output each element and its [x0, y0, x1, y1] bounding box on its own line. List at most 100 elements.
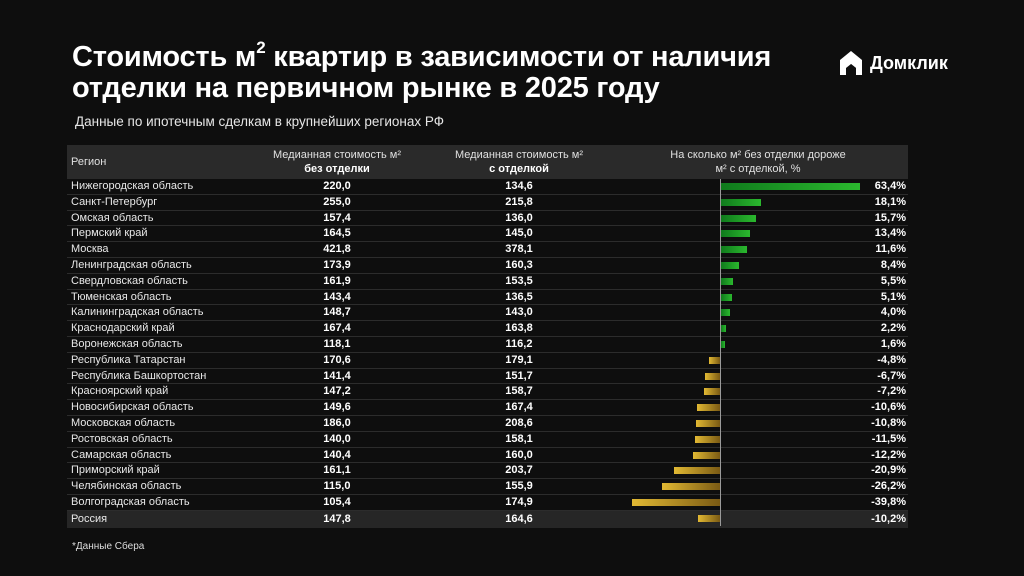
positive-bar [721, 261, 740, 269]
footnote: *Данные Сбера [72, 541, 145, 552]
price-no-finish: 141,4 [323, 369, 351, 382]
region-name: Пермский край [71, 227, 148, 240]
price-no-finish: 255,0 [323, 195, 351, 208]
difference-pct-label: 4,0% [880, 306, 906, 319]
positive-bar [721, 230, 751, 238]
price-no-finish: 148,7 [323, 306, 351, 319]
price-no-finish: 140,4 [323, 448, 351, 461]
price-no-finish: 161,9 [323, 274, 351, 287]
difference-pct-label: -26,2% [871, 480, 906, 493]
difference-pct-label: -39,8% [871, 495, 906, 508]
zero-axis-line [720, 179, 721, 526]
difference-pct-label: -7,2% [877, 385, 906, 398]
price-no-finish: 147,2 [323, 385, 351, 398]
negative-bar [709, 356, 720, 364]
region-name: Ленинградская область [71, 258, 192, 271]
difference-pct-label: 18,1% [874, 195, 906, 208]
price-no-finish: 167,4 [323, 322, 351, 335]
price-with-finish: 203,7 [505, 464, 533, 477]
negative-bar [632, 498, 720, 506]
region-name: Приморский край [71, 464, 160, 477]
price-with-finish: 143,0 [505, 306, 533, 319]
table-row: Свердловская область 161,9 153,5 5,5% [67, 274, 908, 290]
price-no-finish: 147,8 [323, 512, 351, 525]
table-row: Воронежская область 118,1 116,2 1,6% [67, 337, 908, 353]
difference-pct-label: -10,2% [871, 512, 906, 525]
table-row: Республика Башкортостан 141,4 151,7 -6,7% [67, 369, 908, 385]
price-no-finish: 186,0 [323, 416, 351, 429]
price-with-finish: 151,7 [505, 369, 533, 382]
difference-pct-label: -11,5% [871, 432, 906, 445]
difference-pct-label: -4,8% [877, 353, 906, 366]
table-row: Омская область 157,4 136,0 15,7% [67, 211, 908, 227]
data-table: Регион Медианная стоимость м² без отделки… [67, 145, 908, 528]
logo-text: Домклик [870, 52, 948, 73]
difference-pct-label: 2,2% [880, 322, 906, 335]
positive-bar [721, 309, 730, 317]
region-name: Волгоградская область [71, 495, 190, 508]
region-name: Тюменская область [71, 290, 172, 303]
price-with-finish: 134,6 [505, 180, 533, 192]
table-row: Краснодарский край 167,4 163,8 2,2% [67, 321, 908, 337]
difference-pct-label: -10,6% [871, 401, 906, 414]
table-row: Санкт-Петербург 255,0 215,8 18,1% [67, 195, 908, 211]
table-header: Регион Медианная стоимость м² без отделки… [67, 145, 908, 179]
positive-bar [721, 325, 726, 333]
header-price-no-finish: Медианная стоимость м² без отделки [272, 149, 402, 175]
negative-bar [705, 372, 720, 380]
region-name: Республика Татарстан [71, 353, 186, 366]
difference-pct-label: -12,2% [871, 448, 906, 461]
price-with-finish: 160,0 [505, 448, 533, 461]
price-no-finish: 170,6 [323, 353, 351, 366]
price-with-finish: 174,9 [505, 495, 533, 508]
table-body: Нижегородская область 220,0 134,6 63,4% Санк… [67, 179, 908, 528]
region-name: Самарская область [71, 448, 172, 461]
difference-pct-label: 1,6% [880, 337, 906, 350]
table-row: Челябинская область 115,0 155,9 -26,2% [67, 479, 908, 495]
difference-pct-label: -6,7% [877, 369, 906, 382]
price-no-finish: 157,4 [323, 211, 351, 224]
price-no-finish: 115,0 [323, 480, 351, 493]
region-name: Москва [71, 243, 109, 256]
price-with-finish: 163,8 [505, 322, 533, 335]
negative-bar [704, 388, 720, 396]
table-row: Приморский край 161,1 203,7 -20,9% [67, 463, 908, 480]
region-name: Республика Башкортостан [71, 369, 207, 382]
region-name: Нижегородская область [71, 180, 194, 192]
table-row: Калининградская область 148,7 143,0 4,0% [67, 305, 908, 322]
region-name: Новосибирская область [71, 401, 194, 414]
chart-subtitle: Данные по ипотечным сделкам в крупнейших… [75, 114, 444, 129]
region-name: Ростовская область [71, 432, 173, 445]
table-row: Ростовская область 140,0 158,1 -11,5% [67, 432, 908, 448]
price-with-finish: 145,0 [505, 227, 533, 240]
price-no-finish: 161,1 [323, 464, 351, 477]
table-row: Ленинградская область 173,9 160,3 8,4% [67, 258, 908, 274]
positive-bar [721, 277, 734, 285]
total-row: Россия 147,8 164,6 -10,2% [67, 510, 908, 528]
price-with-finish: 155,9 [505, 480, 533, 493]
region-name: Санкт-Петербург [71, 195, 158, 208]
price-no-finish: 140,0 [323, 432, 351, 445]
table-row: Красноярский край 147,2 158,7 -7,2% [67, 384, 908, 401]
header-price-with-finish: Медианная стоимость м² с отделкой [454, 149, 584, 175]
price-no-finish: 421,8 [323, 243, 351, 256]
region-name: Московская область [71, 416, 176, 429]
difference-pct-label: -20,9% [871, 464, 906, 477]
difference-pct-label: 5,1% [880, 290, 906, 303]
price-with-finish: 179,1 [505, 353, 533, 366]
table-row: Москва 421,8 378,1 11,6% [67, 242, 908, 258]
positive-bar [721, 198, 761, 206]
negative-bar [693, 451, 720, 459]
region-name: Омская область [71, 211, 154, 224]
difference-pct-label: -10,8% [871, 416, 906, 429]
negative-bar [662, 483, 720, 491]
negative-bar [696, 419, 720, 427]
header-region: Регион [71, 156, 107, 168]
header-difference-pct: На сколько м² без отделки дороже м² с отд… [670, 149, 846, 175]
price-with-finish: 153,5 [505, 274, 533, 287]
table-row: Новосибирская область 149,6 167,4 -10,6% [67, 400, 908, 416]
difference-pct-label: 5,5% [880, 274, 906, 287]
region-name: Россия [71, 512, 108, 525]
price-no-finish: 118,1 [323, 337, 351, 350]
table-row: Московская область 186,0 208,6 -10,8% [67, 416, 908, 432]
